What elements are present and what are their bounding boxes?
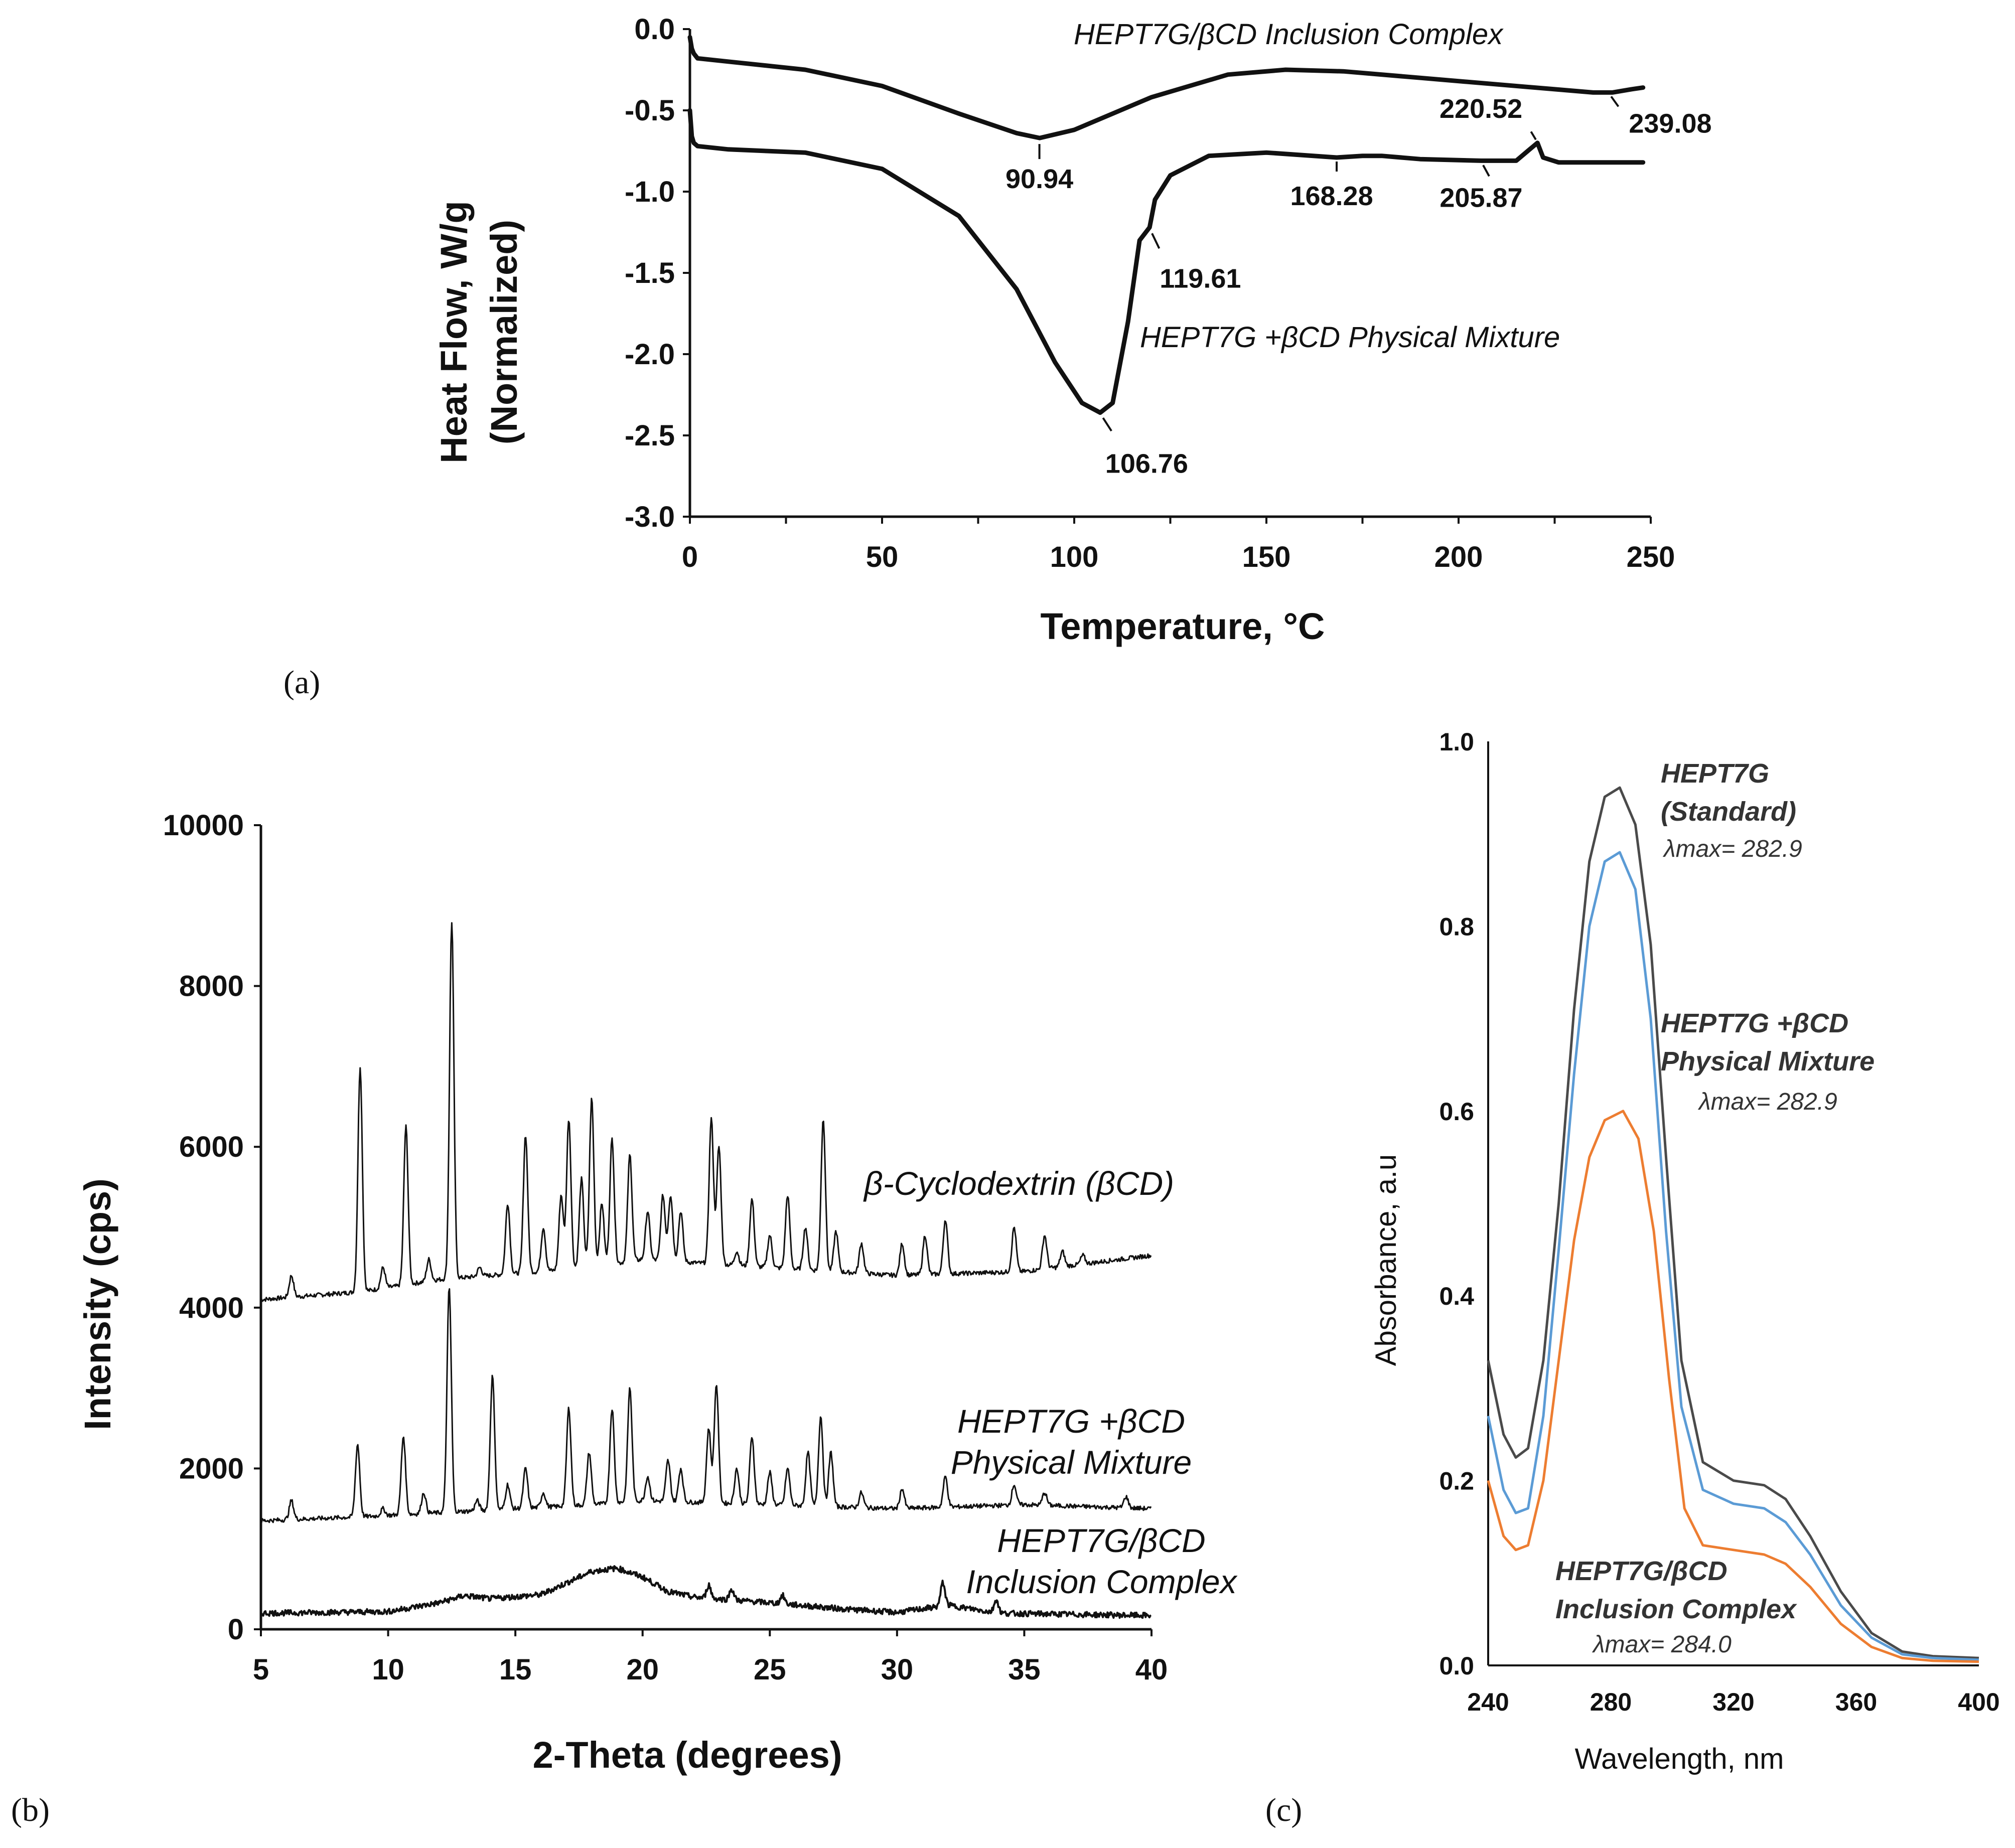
dsc-x-tick-label: 250: [1627, 541, 1675, 573]
dsc-x-tick-label: 100: [1050, 541, 1099, 573]
uv-y-tick-label: 0.4: [1439, 1282, 1474, 1310]
dsc-annotation-leader: [1610, 96, 1620, 107]
uv-x-tick-label: 320: [1712, 1688, 1754, 1716]
uv-x-tick-label: 400: [1958, 1688, 1999, 1716]
dsc-chart-panel: 0 50 100 150 200 250 0.0 -0.5 -1.0 -1.5 -2.0 -2.5 -3…: [283, 13, 1712, 701]
xrd-x-tick-label: 5: [253, 1653, 269, 1686]
xrd-label-inclusion-complex-line2: Inclusion Complex: [966, 1563, 1237, 1600]
dsc-y-tick-label: -3.0: [625, 501, 675, 533]
uv-label-standard-lambda: λmax= 282.9: [1662, 836, 1802, 862]
xrd-x-axis-label: 2-Theta (degrees): [533, 1734, 842, 1776]
xrd-y-tick-label: 8000: [179, 970, 244, 1003]
xrd-y-axis-label: Intensity (cps): [77, 1178, 118, 1430]
dsc-annotation-leader: [1102, 417, 1112, 432]
uv-y-tick-label: 0.8: [1439, 912, 1474, 941]
xrd-y-tick-label: 0: [228, 1613, 244, 1646]
dsc-annotation-label: 119.61: [1160, 263, 1241, 293]
uv-y-tick-label: 1.0: [1439, 728, 1474, 756]
dsc-label-inclusion-complex: HEPT7G/βCD Inclusion Complex: [1074, 18, 1504, 51]
dsc-annotation-label: 239.08: [1629, 108, 1711, 138]
dsc-annotation-label: 168.28: [1290, 181, 1373, 211]
xrd-x-tick-label: 30: [881, 1653, 914, 1686]
xrd-y-tick-label: 4000: [179, 1292, 244, 1324]
xrd-y-tick-label: 2000: [179, 1452, 244, 1485]
dsc-x-axis-label: Temperature, °C: [1041, 605, 1325, 647]
xrd-x-tick-label: 40: [1135, 1653, 1168, 1686]
uv-label-physical-mixture-line2: Physical Mixture: [1661, 1046, 1875, 1076]
panel-label-c: (c): [1265, 1792, 1302, 1828]
dsc-y-tick-label: -0.5: [625, 94, 675, 127]
dsc-x-tick-label: 150: [1242, 541, 1291, 573]
uv-y-tick-label: 0.2: [1439, 1467, 1474, 1495]
uv-series-standard: [1487, 786, 1979, 1659]
uv-label-standard-line1: HEPT7G: [1661, 758, 1769, 789]
uv-x-tick-label: 360: [1835, 1688, 1877, 1716]
xrd-label-physical-mixture-line1: HEPT7G +βCD: [957, 1403, 1185, 1440]
dsc-annotation-label: 106.76: [1105, 449, 1188, 479]
xrd-chart-panel: 5 10 15 20 25 30 35 40 0 2000 4000 6000 8000 10000 2-…: [11, 809, 1238, 1828]
xrd-series-physical-mixture: [260, 1288, 1152, 1523]
xrd-y-tick-label: 6000: [179, 1131, 244, 1163]
uv-series-physical-mixture: [1487, 851, 1979, 1661]
uv-x-axis-label: Wavelength, nm: [1575, 1743, 1784, 1775]
dsc-annotation-leader: [1151, 233, 1161, 249]
dsc-x-tick-label: 50: [866, 541, 899, 573]
dsc-annotation-label: 205.87: [1440, 183, 1522, 213]
dsc-y-axis-label-line1: Heat Flow, W/g: [433, 201, 475, 463]
uv-label-inclusion-lambda: λmax= 284.0: [1592, 1631, 1732, 1658]
dsc-annotation-leader: [1482, 165, 1490, 177]
dsc-series-inclusion-complex: [687, 35, 1646, 140]
xrd-label-physical-mixture-line2: Physical Mixture: [951, 1444, 1192, 1481]
uv-y-axis-label: Absorbance, a.u: [1370, 1154, 1402, 1366]
xrd-x-tick-label: 10: [372, 1653, 404, 1686]
uv-label-physical-mixture-lambda: λmax= 282.9: [1697, 1089, 1837, 1115]
xrd-label-inclusion-complex-line1: HEPT7G/βCD: [997, 1522, 1205, 1559]
dsc-y-axis-label-line2: (Normalized): [483, 220, 525, 444]
dsc-annotation-leader: [1530, 131, 1537, 140]
dsc-x-tick-label: 200: [1434, 541, 1483, 573]
dsc-y-tick-label: 0.0: [634, 13, 675, 46]
dsc-annotation-label: 220.52: [1440, 94, 1522, 124]
dsc-series-physical-mixture: [687, 108, 1646, 415]
dsc-annotation-label: 90.94: [1005, 164, 1073, 194]
dsc-x-tick-label: 0: [682, 541, 698, 573]
panel-label-b: (b): [11, 1792, 50, 1828]
uv-label-inclusion-line2: Inclusion Complex: [1555, 1594, 1797, 1624]
dsc-y-tick-label: -1.0: [625, 176, 675, 208]
panel-label-a: (a): [283, 664, 320, 701]
xrd-series-inclusion-complex: [260, 1565, 1152, 1619]
uv-label-physical-mixture-line1: HEPT7G +βCD: [1661, 1008, 1848, 1038]
xrd-x-tick-label: 35: [1008, 1653, 1041, 1686]
uv-chart-panel: 240 280 320 360 400 0.0 0.2 0.4 0.6 0.8 1.0 Wavele…: [1265, 728, 2000, 1828]
uv-x-tick-label: 240: [1467, 1688, 1509, 1716]
uv-y-tick-label: 0.0: [1439, 1652, 1474, 1680]
dsc-y-tick-label: -1.5: [625, 257, 675, 289]
xrd-x-tick-label: 20: [626, 1653, 659, 1686]
xrd-x-tick-label: 25: [754, 1653, 786, 1686]
dsc-y-tick-label: -2.0: [625, 338, 675, 371]
uv-series-inclusion-complex: [1487, 1110, 1979, 1663]
xrd-series-beta-cyclodextrin: [260, 922, 1152, 1302]
uv-label-standard-line2: (Standard): [1661, 797, 1796, 827]
uv-label-inclusion-line1: HEPT7G/βCD: [1555, 1556, 1728, 1586]
xrd-x-tick-label: 15: [499, 1653, 532, 1686]
dsc-y-tick-label: -2.5: [625, 419, 675, 452]
uv-y-tick-label: 0.6: [1439, 1098, 1474, 1126]
dsc-label-physical-mixture: HEPT7G +βCD Physical Mixture: [1140, 321, 1560, 354]
xrd-label-beta-cyclodextrin: β-Cyclodextrin (βCD): [863, 1165, 1174, 1202]
xrd-y-tick-label: 10000: [163, 809, 244, 842]
uv-x-tick-label: 280: [1590, 1688, 1632, 1716]
